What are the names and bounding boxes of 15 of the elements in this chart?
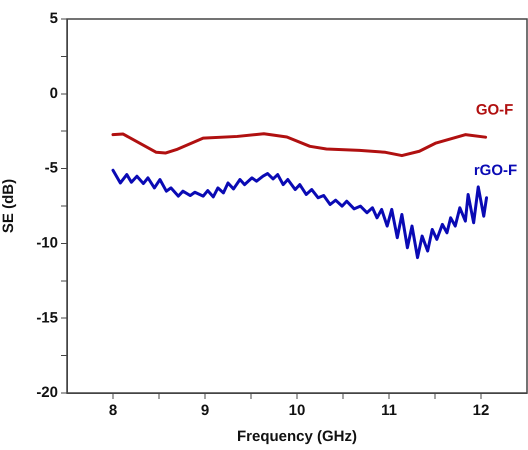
y-tick-label: -5 (44, 160, 58, 177)
x-tick-label: 9 (200, 402, 210, 420)
x-tick-label: 12 (472, 402, 490, 420)
y-axis-title: SE (dB) (0, 178, 18, 234)
y-tick-label: 0 (50, 84, 58, 102)
series-label: GO-F (476, 101, 514, 118)
y-tick-label: -10 (36, 234, 58, 252)
x-tick-label: 8 (108, 402, 118, 420)
y-tick-label: -15 (36, 309, 58, 326)
y-tick-label: -20 (36, 384, 58, 402)
x-tick-label: 11 (381, 402, 397, 420)
x-tick-label: 10 (288, 402, 306, 420)
series-label: rGO-F (474, 162, 518, 179)
y-tick-label: 5 (50, 10, 58, 28)
x-axis-title: Frequency (GHz) (236, 428, 358, 446)
